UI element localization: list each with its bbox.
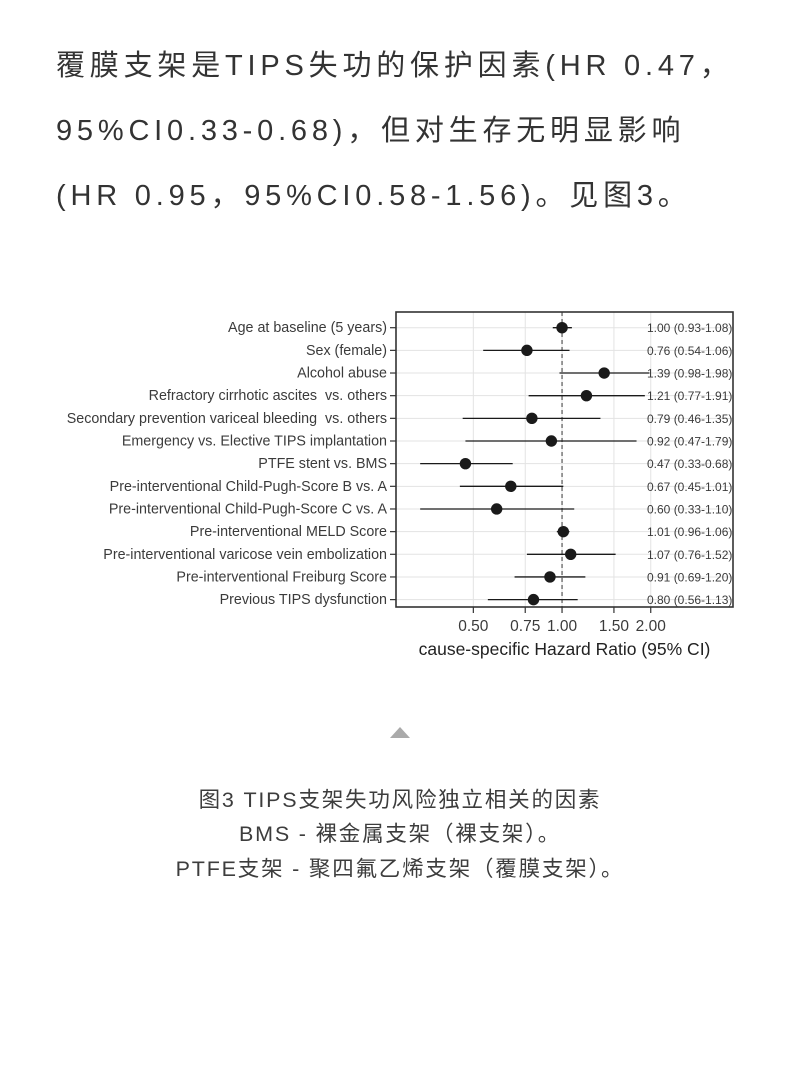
svg-text:Pre-interventional varicose ve: Pre-interventional varicose vein emboliz… [103, 547, 387, 563]
svg-text:Refractory cirrhotic ascites: Refractory cirrhotic ascites vs. others [149, 388, 387, 404]
svg-text:cause-specific Hazard Ratio (9: cause-specific Hazard Ratio (95% CI) [419, 639, 711, 659]
svg-text:0.80 (0.56-1.13): 0.80 (0.56-1.13) [647, 593, 732, 607]
svg-text:Alcohol abuse: Alcohol abuse [297, 366, 387, 382]
svg-text:1.01 (0.96-1.06): 1.01 (0.96-1.06) [647, 525, 732, 539]
svg-text:1.50: 1.50 [599, 618, 630, 635]
svg-text:0.47 (0.33-0.68): 0.47 (0.33-0.68) [647, 457, 732, 471]
svg-text:Emergency vs. Elective TIPS im: Emergency vs. Elective TIPS implantation [122, 434, 387, 450]
svg-text:0.79 (0.46-1.35): 0.79 (0.46-1.35) [647, 412, 732, 426]
svg-text:1.00 (0.93-1.08): 1.00 (0.93-1.08) [647, 321, 732, 335]
svg-text:Previous TIPS dysfunction: Previous TIPS dysfunction [220, 592, 387, 608]
svg-text:0.60 (0.33-1.10): 0.60 (0.33-1.10) [647, 502, 732, 516]
svg-text:Age at baseline (5 years): Age at baseline (5 years) [228, 320, 387, 336]
svg-text:Pre-interventional Child-Pugh-: Pre-interventional Child-Pugh-Score C vs… [109, 501, 388, 517]
svg-text:Sex (female): Sex (female) [306, 343, 387, 359]
svg-text:0.75: 0.75 [510, 618, 540, 635]
svg-text:0.92 (0.47-1.79): 0.92 (0.47-1.79) [647, 435, 732, 449]
svg-text:1.39 (0.98-1.98): 1.39 (0.98-1.98) [647, 367, 732, 381]
svg-text:1.00: 1.00 [547, 618, 578, 635]
svg-text:2.00: 2.00 [636, 618, 667, 635]
svg-text:1.21 (0.77-1.91): 1.21 (0.77-1.91) [647, 389, 732, 403]
svg-text:0.91 (0.69-1.20): 0.91 (0.69-1.20) [647, 570, 732, 584]
svg-text:0.67 (0.45-1.01): 0.67 (0.45-1.01) [647, 480, 732, 494]
svg-text:0.50: 0.50 [458, 618, 489, 635]
svg-text:PTFE stent vs. BMS: PTFE stent vs. BMS [258, 456, 387, 472]
svg-text:0.76 (0.54-1.06): 0.76 (0.54-1.06) [647, 344, 732, 358]
svg-text:1.07 (0.76-1.52): 1.07 (0.76-1.52) [647, 548, 732, 562]
svg-text:Secondary prevention variceal: Secondary prevention variceal bleeding v… [67, 411, 387, 427]
svg-text:Pre-interventional Freiburg Sc: Pre-interventional Freiburg Score [176, 569, 387, 585]
svg-text:Pre-interventional MELD Score: Pre-interventional MELD Score [190, 524, 387, 540]
svg-text:Pre-interventional Child-Pugh-: Pre-interventional Child-Pugh-Score B vs… [110, 479, 388, 495]
